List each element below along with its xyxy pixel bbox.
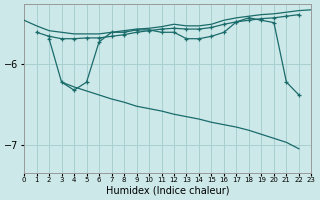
X-axis label: Humidex (Indice chaleur): Humidex (Indice chaleur)	[106, 186, 229, 196]
